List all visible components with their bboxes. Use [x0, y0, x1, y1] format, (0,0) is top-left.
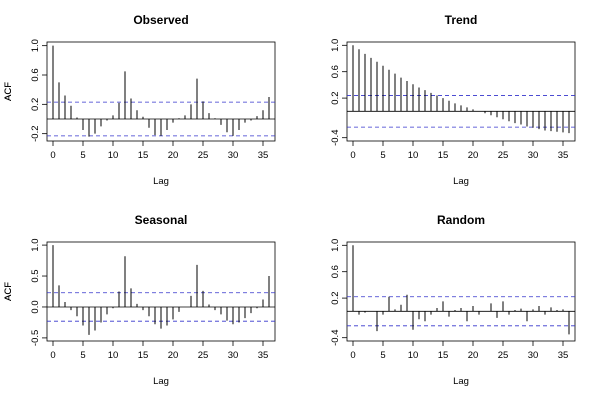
seasonal-panel: Seasonal ACF Lag 0 5 10 15 20 25 30 35 -0.5 0.0 0.5 1.… — [3, 213, 276, 387]
y-tick-label: -0.4 — [330, 130, 341, 146]
x-tick-label: 20 — [468, 150, 479, 161]
chart-title: Seasonal — [135, 213, 188, 227]
x-tick-label: 35 — [558, 350, 569, 361]
plot-frame — [346, 41, 576, 142]
plot-frame — [46, 241, 276, 342]
x-tick-label: 30 — [228, 150, 239, 161]
x-axis-label: Lag — [453, 176, 469, 187]
y-axis-label: ACF — [3, 282, 14, 301]
x-tick-label: 35 — [258, 150, 269, 161]
y-axis-label: ACF — [3, 82, 14, 101]
x-tick-label: 25 — [498, 350, 509, 361]
x-tick-label: 10 — [108, 350, 119, 361]
x-tick-label: 20 — [468, 350, 479, 361]
y-tick-label: 0.5 — [30, 269, 41, 282]
plot-frame — [46, 41, 276, 142]
y-tick-label: 1.0 — [330, 239, 341, 252]
x-tick-label: 25 — [198, 150, 209, 161]
y-tick-label: -0.4 — [330, 330, 341, 346]
x-tick-label: 15 — [138, 350, 149, 361]
x-tick-label: 25 — [498, 150, 509, 161]
y-tick-label: 0.2 — [330, 291, 341, 304]
y-axis-label: ACF — [3, 82, 14, 101]
y-tick-label: 0.6 — [330, 265, 341, 278]
x-tick-label: 35 — [558, 150, 569, 161]
x-axis-label: Lag — [153, 376, 169, 387]
y-tick-label: -0.5 — [30, 330, 41, 346]
y-axis-label: ACF — [3, 282, 14, 301]
x-tick-label: 35 — [258, 350, 269, 361]
x-tick-label: 5 — [80, 350, 85, 361]
x-tick-label: 10 — [408, 150, 419, 161]
trend-panel: Trend ACF Lag 0 5 10 15 20 25 30 35 -0.4 0.2 0.6 1.0 — [3, 13, 576, 187]
y-tick-label: 0.6 — [30, 68, 41, 81]
x-tick-label: 30 — [228, 350, 239, 361]
x-axis-label: Lag — [153, 176, 169, 187]
plot-frame — [346, 241, 576, 342]
x-tick-label: 15 — [438, 350, 449, 361]
x-tick-label: 0 — [350, 350, 355, 361]
x-tick-label: 20 — [168, 150, 179, 161]
x-tick-label: 30 — [528, 150, 539, 161]
x-axis-label: Lag — [453, 376, 469, 387]
observed-panel: Observed ACF Lag 0 5 10 15 20 25 30 35 -0.2 0.2 0.6 1.… — [3, 13, 276, 187]
y-tick-label: 1.0 — [330, 39, 341, 52]
random-panel: Random ACF Lag 0 5 10 15 20 25 30 35 -0.4 0.2 0.6 1.0 — [3, 213, 576, 387]
x-tick-label: 0 — [50, 350, 55, 361]
x-tick-label: 5 — [80, 150, 85, 161]
chart-title: Observed — [133, 13, 188, 27]
y-tick-label: 0.0 — [30, 300, 41, 313]
x-tick-label: 30 — [528, 350, 539, 361]
x-tick-label: 15 — [438, 150, 449, 161]
x-tick-label: 5 — [380, 350, 385, 361]
x-tick-label: 10 — [408, 350, 419, 361]
x-tick-label: 10 — [108, 150, 119, 161]
x-tick-label: 25 — [198, 350, 209, 361]
x-tick-label: 15 — [138, 150, 149, 161]
y-tick-label: -0.2 — [30, 125, 41, 141]
y-tick-label: 0.6 — [330, 65, 341, 78]
y-tick-label: 1.0 — [30, 39, 41, 52]
chart-title: Random — [437, 213, 485, 227]
y-tick-label: 1.0 — [30, 238, 41, 251]
x-tick-label: 0 — [350, 150, 355, 161]
x-tick-label: 5 — [380, 150, 385, 161]
y-tick-label: 0.2 — [30, 98, 41, 111]
x-tick-label: 20 — [168, 350, 179, 361]
chart-title: Trend — [445, 13, 478, 27]
x-tick-label: 0 — [50, 150, 55, 161]
y-tick-label: 0.2 — [330, 91, 341, 104]
